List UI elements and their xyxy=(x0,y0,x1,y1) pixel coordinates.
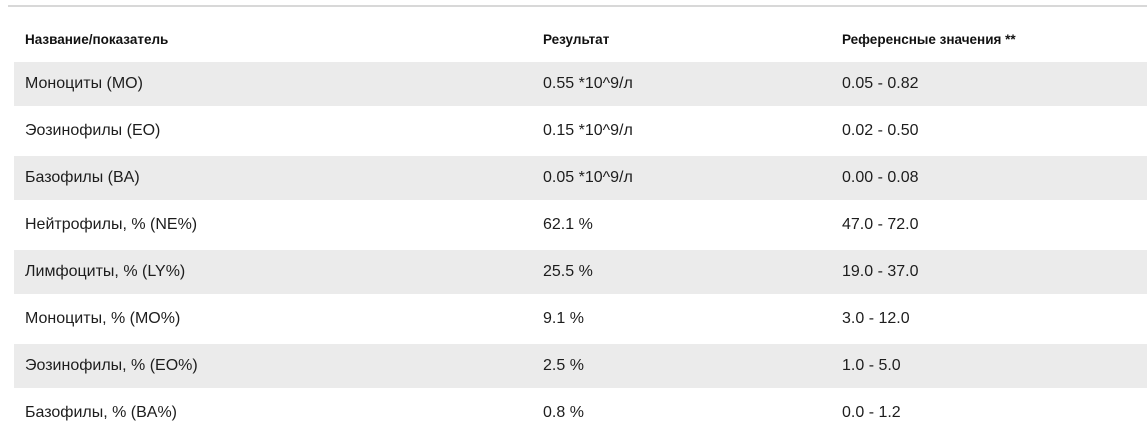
column-header-name: Название/показатель xyxy=(25,32,169,47)
table-row: Базофилы (BA) 0.05 *10^9/л 0.00 - 0.08 xyxy=(14,153,1147,203)
lab-results-table: Название/показатель Результат Референсны… xyxy=(14,20,1147,435)
cell-reference: 1.0 - 5.0 xyxy=(842,341,1147,391)
table-row: Лимфоциты, % (LY%) 25.5 % 19.0 - 37.0 xyxy=(14,247,1147,297)
cell-result: 2.5 % xyxy=(543,341,842,391)
lab-results-table-container: Название/показатель Результат Референсны… xyxy=(14,20,1147,435)
cell-indicator-name: Базофилы (BA) xyxy=(14,153,543,203)
cell-reference: 0.05 - 0.82 xyxy=(842,59,1147,109)
table-row: Эозинофилы (EO) 0.15 *10^9/л 0.02 - 0.50 xyxy=(14,107,1147,155)
cell-result: 62.1 % xyxy=(543,201,842,249)
cell-result: 0.55 *10^9/л xyxy=(543,59,842,109)
top-divider-line xyxy=(8,5,1147,7)
column-header-reference: Референсные значения ** xyxy=(842,32,1016,47)
cell-indicator-name: Моноциты, % (MO%) xyxy=(14,295,543,343)
cell-result: 25.5 % xyxy=(543,247,842,297)
table-row: Эозинофилы, % (EO%) 2.5 % 1.0 - 5.0 xyxy=(14,341,1147,391)
cell-indicator-name: Лимфоциты, % (LY%) xyxy=(14,247,543,297)
cell-reference: 0.00 - 0.08 xyxy=(842,153,1147,203)
cell-reference: 0.02 - 0.50 xyxy=(842,107,1147,155)
cell-result: 0.15 *10^9/л xyxy=(543,107,842,155)
cell-result: 9.1 % xyxy=(543,295,842,343)
table-row: Моноциты (MO) 0.55 *10^9/л 0.05 - 0.82 xyxy=(14,59,1147,109)
cell-indicator-name: Нейтрофилы, % (NE%) xyxy=(14,201,543,249)
cell-indicator-name: Эозинофилы, % (EO%) xyxy=(14,341,543,391)
table-row: Нейтрофилы, % (NE%) 62.1 % 47.0 - 72.0 xyxy=(14,201,1147,249)
cell-reference: 19.0 - 37.0 xyxy=(842,247,1147,297)
cell-reference: 47.0 - 72.0 xyxy=(842,201,1147,249)
table-header-row: Название/показатель Результат Референсны… xyxy=(14,20,1147,61)
column-header-result: Результат xyxy=(543,32,610,47)
cell-result: 0.05 *10^9/л xyxy=(543,153,842,203)
cell-result: 0.8 % xyxy=(543,389,842,435)
cell-reference: 3.0 - 12.0 xyxy=(842,295,1147,343)
cell-indicator-name: Базофилы, % (BA%) xyxy=(14,389,543,435)
cell-indicator-name: Эозинофилы (EO) xyxy=(14,107,543,155)
cell-indicator-name: Моноциты (MO) xyxy=(14,59,543,109)
cell-reference: 0.0 - 1.2 xyxy=(842,389,1147,435)
table-row: Моноциты, % (MO%) 9.1 % 3.0 - 12.0 xyxy=(14,295,1147,343)
table-row: Базофилы, % (BA%) 0.8 % 0.0 - 1.2 xyxy=(14,389,1147,435)
